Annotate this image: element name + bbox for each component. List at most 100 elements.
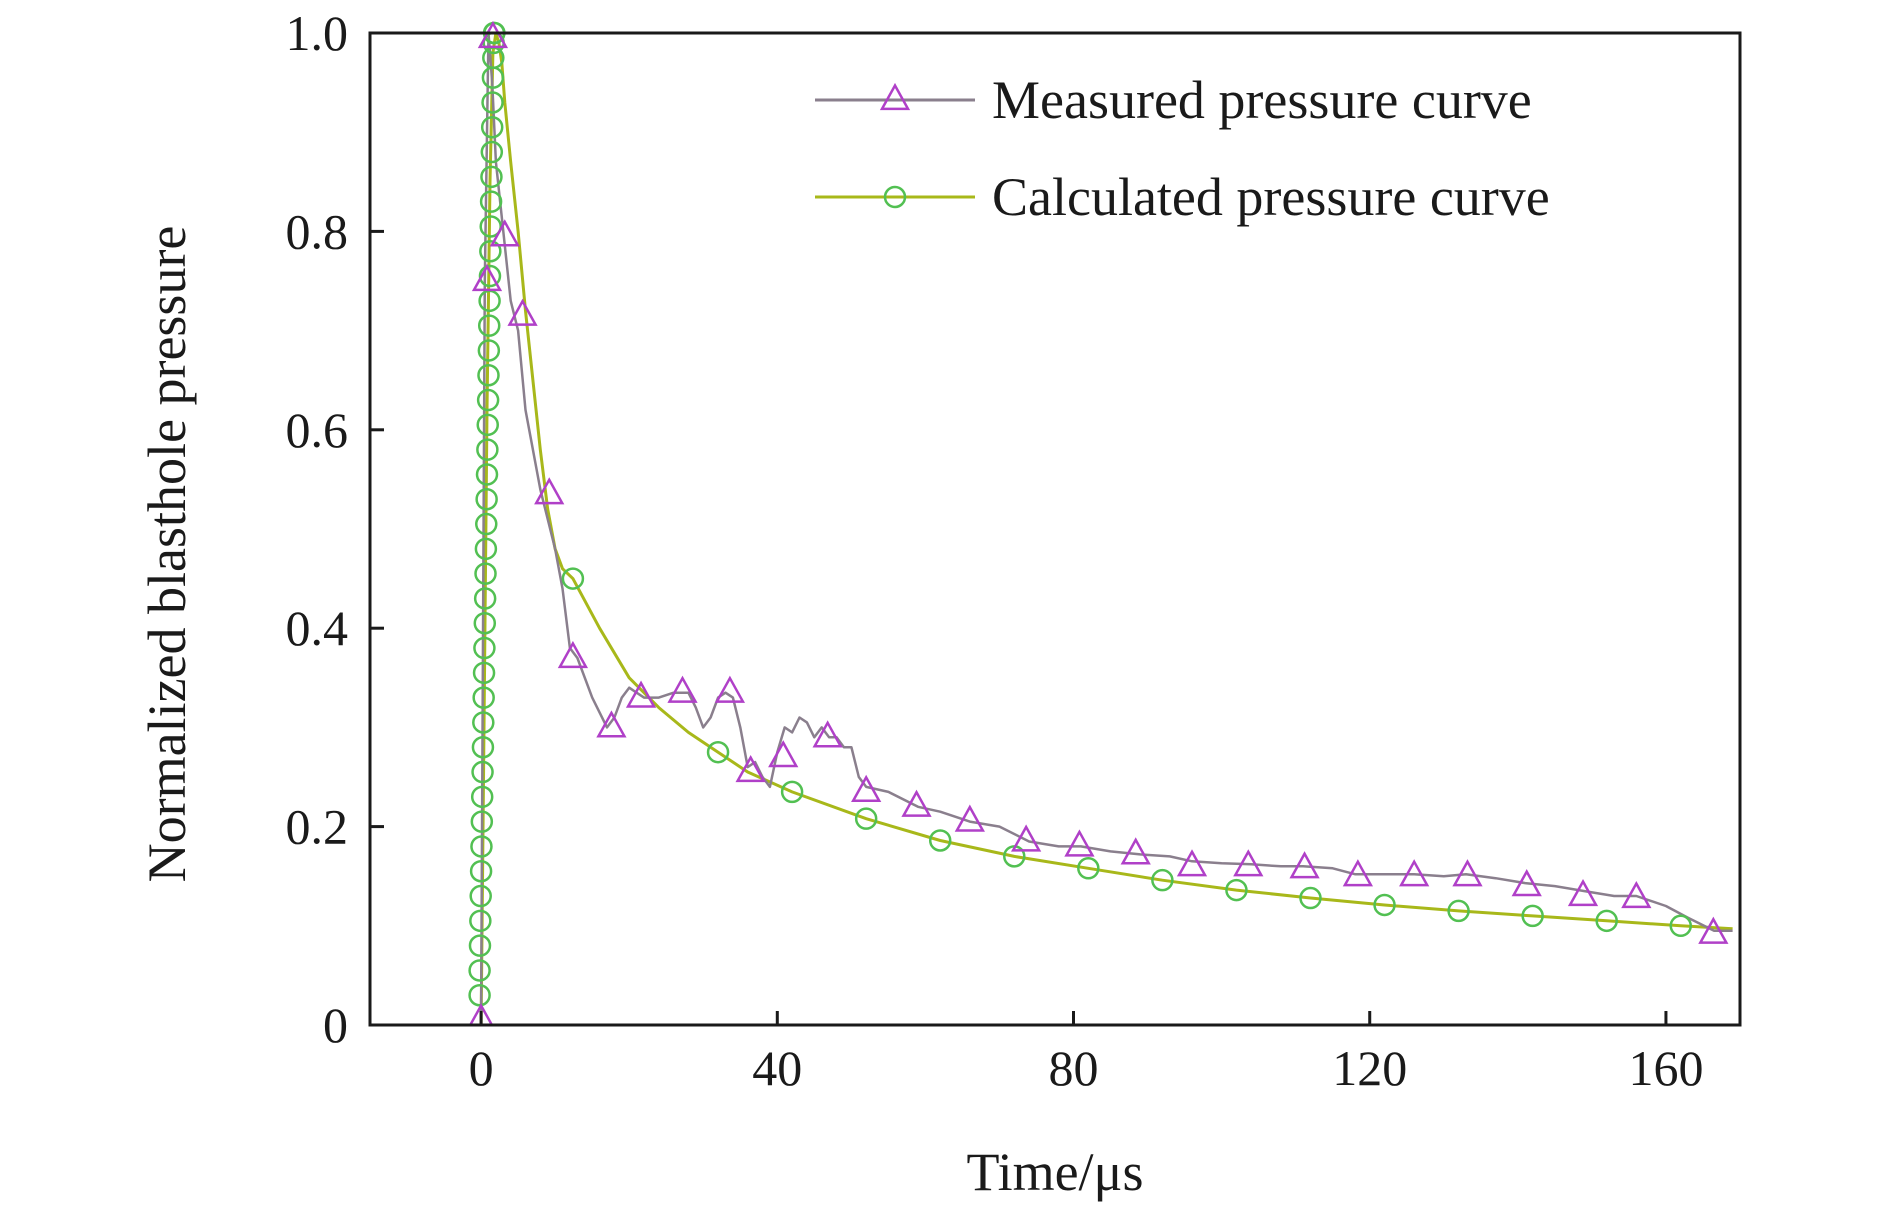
- x-tick-label: 160: [1628, 1040, 1703, 1096]
- data-point-calculated: [480, 165, 503, 189]
- data-point-measured: [1342, 859, 1374, 887]
- data-point-calculated: [473, 611, 497, 635]
- data-point-measured: [1120, 837, 1151, 865]
- data-point-measured: [1567, 878, 1599, 907]
- data-point-calculated: [1521, 904, 1544, 928]
- data-point-measured: [812, 720, 843, 748]
- data-point-measured: [1698, 916, 1729, 944]
- y-tick-label: 0.4: [286, 600, 349, 656]
- data-point-measured: [489, 219, 520, 247]
- data-point-calculated: [1299, 886, 1322, 910]
- x-tick-label: 120: [1332, 1040, 1407, 1096]
- data-point-calculated: [475, 487, 498, 511]
- data-point-measured: [1452, 859, 1483, 887]
- data-point-calculated: [1225, 878, 1248, 902]
- data-point-measured: [1010, 824, 1042, 852]
- data-point-calculated: [477, 339, 501, 362]
- data-point-calculated: [475, 512, 498, 536]
- data-point-calculated: [471, 760, 494, 784]
- data-point-calculated: [475, 463, 499, 486]
- data-point-calculated: [1669, 914, 1693, 938]
- data-point-calculated: [469, 859, 493, 883]
- data-point-measured: [1399, 859, 1430, 887]
- data-point-calculated: [468, 934, 492, 957]
- legend-item-calculated: Calculated pressure curve: [815, 167, 1550, 227]
- data-point-measured: [596, 710, 627, 738]
- data-point-calculated: [477, 363, 500, 387]
- data-point-measured: [468, 1002, 494, 1025]
- data-point-calculated: [476, 413, 499, 437]
- data-point-measured: [667, 675, 698, 703]
- data-point-calculated: [854, 807, 878, 830]
- series-line-measured: [479, 31, 1733, 1016]
- data-point-calculated: [479, 215, 502, 238]
- data-point-calculated: [1373, 893, 1396, 917]
- x-tick-label: 80: [1049, 1040, 1099, 1096]
- data-point-calculated: [1077, 857, 1100, 880]
- data-point-calculated: [561, 567, 585, 590]
- data-point-measured: [851, 774, 882, 803]
- data-point-measured: [1233, 849, 1264, 877]
- data-point-calculated: [470, 835, 493, 858]
- x-tick-label: 40: [752, 1040, 802, 1096]
- data-point-measured: [735, 754, 766, 783]
- legend-label-measured: Measured pressure curve: [992, 70, 1532, 130]
- data-point-calculated: [706, 740, 730, 764]
- data-point-calculated: [470, 785, 494, 809]
- marks-layer: [468, 21, 1733, 1025]
- data-point-calculated: [480, 140, 504, 164]
- data-point-calculated: [472, 711, 495, 734]
- ticks-layer: 0 40 80 120 160 0 0.2 0.4 0.6 0.8 1.0: [286, 5, 1704, 1096]
- data-point-calculated: [468, 959, 491, 982]
- x-tick-label: 0: [469, 1040, 494, 1096]
- data-point-measured: [954, 804, 985, 832]
- data-point-calculated: [780, 780, 804, 804]
- data-point-calculated: [469, 884, 492, 908]
- y-tick-label: 0.2: [286, 799, 349, 855]
- y-axis-label: Normalized blasthole pressure: [137, 226, 197, 883]
- data-point-calculated: [471, 735, 495, 759]
- data-point-calculated: [472, 686, 495, 709]
- data-point-measured: [1176, 849, 1208, 877]
- data-point-calculated: [1595, 909, 1618, 933]
- data-point-calculated: [476, 388, 500, 412]
- data-point-calculated: [474, 562, 497, 585]
- data-point-measured: [507, 298, 538, 326]
- y-tick-label: 1.0: [286, 5, 349, 61]
- data-point-calculated: [1151, 868, 1174, 892]
- data-point-calculated: [1447, 899, 1470, 923]
- data-point-measured: [768, 740, 799, 768]
- data-point-measured: [471, 263, 503, 292]
- y-tick-label: 0.8: [286, 203, 349, 259]
- data-point-calculated: [478, 264, 502, 288]
- y-tick-label: 0.6: [286, 402, 349, 458]
- data-point-calculated: [476, 438, 499, 461]
- data-point-measured: [714, 675, 746, 703]
- data-point-measured: [1621, 880, 1652, 909]
- data-point-calculated: [479, 190, 503, 213]
- legend: Measured pressure curve Calculated press…: [815, 70, 1550, 227]
- data-point-calculated: [468, 983, 491, 1007]
- legend-item-measured: Measured pressure curve: [815, 70, 1532, 130]
- plot-frame: [368, 31, 1742, 1027]
- data-point-calculated: [481, 91, 504, 114]
- data-point-measured: [557, 640, 589, 669]
- legend-marker-triangle: [879, 82, 911, 111]
- data-point-calculated: [473, 587, 497, 610]
- x-axis-label: Time/μs: [966, 1142, 1143, 1202]
- data-point-calculated: [470, 810, 494, 833]
- data-point-measured: [477, 21, 509, 49]
- data-point-measured: [1064, 829, 1095, 857]
- data-point-calculated: [477, 314, 501, 337]
- data-point-measured: [1289, 851, 1320, 879]
- data-point-calculated: [474, 537, 498, 561]
- data-point-calculated: [469, 909, 492, 933]
- data-point-measured: [1511, 869, 1542, 897]
- y-tick-label: 0: [323, 997, 348, 1053]
- data-point-measured: [625, 680, 657, 708]
- data-point-measured: [534, 477, 565, 505]
- legend-label-calculated: Calculated pressure curve: [992, 167, 1550, 227]
